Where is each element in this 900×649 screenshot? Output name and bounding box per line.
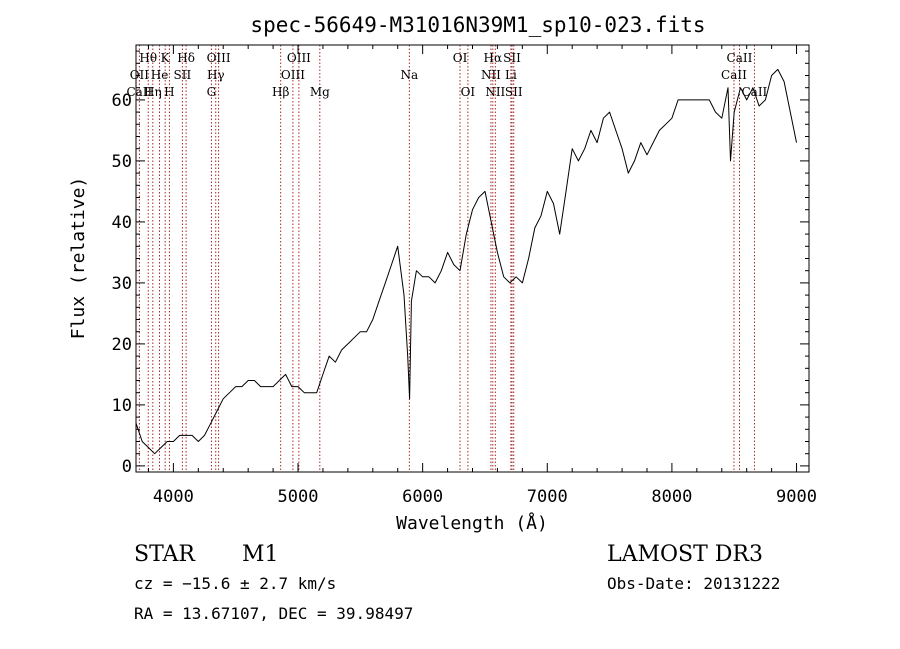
plot-frame (135, 44, 810, 473)
y-tick-label: 10 (112, 396, 132, 416)
y-tick-label: 0 (122, 457, 132, 477)
line-marker-label: Mg (310, 85, 330, 99)
line-marker-label: Hδ (177, 51, 195, 65)
line-marker-label: OIII (207, 51, 231, 65)
x-tick-label: 6000 (402, 487, 443, 507)
x-tick-label: 5000 (278, 487, 319, 507)
line-marker-label: Li (505, 68, 517, 82)
line-marker-label: NII (485, 85, 505, 99)
line-marker-label: Hγ (207, 68, 225, 82)
x-tick-label: 4000 (153, 487, 194, 507)
x-tick-label: 8000 (651, 487, 692, 507)
y-tick-label: 20 (112, 335, 132, 355)
line-marker-label: CaII (721, 68, 747, 82)
x-tick-label: 7000 (527, 487, 568, 507)
x-axis: 4000 5000 6000 7000 8000 9000 (147, 45, 817, 507)
object-subclass: M1 (242, 542, 279, 567)
line-marker-label: G (207, 85, 217, 99)
line-marker-label: OIII (281, 68, 305, 82)
spectrum-line (135, 68, 797, 455)
y-tick-label: 50 (112, 152, 132, 172)
y-tick-label: 60 (112, 91, 132, 111)
x-axis-label: Wavelength (Å) (396, 512, 548, 534)
line-marker-label: OI (461, 85, 476, 99)
line-marker-label: Hη (144, 85, 162, 99)
line-marker-label: Na (400, 68, 418, 82)
line-marker-label: H (164, 85, 174, 99)
line-marker-label: SII (505, 85, 523, 99)
line-marker-label: He (151, 68, 169, 82)
line-marker-label: OIII (287, 51, 311, 65)
obs-date: Obs-Date: 20131222 (607, 574, 780, 593)
redshift-info: cz = −15.6 ± 2.7 km/s (134, 574, 336, 593)
line-marker-label: OI (453, 51, 468, 65)
line-marker-label: NII (481, 68, 501, 82)
line-marker-label: Hθ (139, 51, 157, 65)
line-marker-label: SII (503, 51, 521, 65)
line-marker-label: SII (174, 68, 192, 82)
y-tick-label: 40 (112, 213, 132, 233)
y-axis: 0 10 20 30 40 50 60 (112, 50, 809, 477)
line-marker-label: Hα (484, 51, 503, 65)
y-axis-label: Flux (relative) (68, 177, 89, 340)
object-class: STAR (134, 542, 196, 567)
y-tick-label: 30 (112, 274, 132, 294)
survey-name: LAMOST DR3 (607, 542, 763, 567)
x-tick-label: 9000 (776, 487, 817, 507)
coordinates: RA = 13.67107, DEC = 39.98497 (134, 604, 413, 623)
line-marker-label: CaII (727, 51, 753, 65)
line-marker-layer (138, 45, 755, 472)
line-marker-label: K (161, 51, 171, 65)
chart-title: spec-56649-M31016N39M1_sp10-023.fits (250, 13, 705, 37)
line-marker-label: Hβ (272, 85, 289, 99)
line-marker-label: CaII (126, 85, 152, 99)
